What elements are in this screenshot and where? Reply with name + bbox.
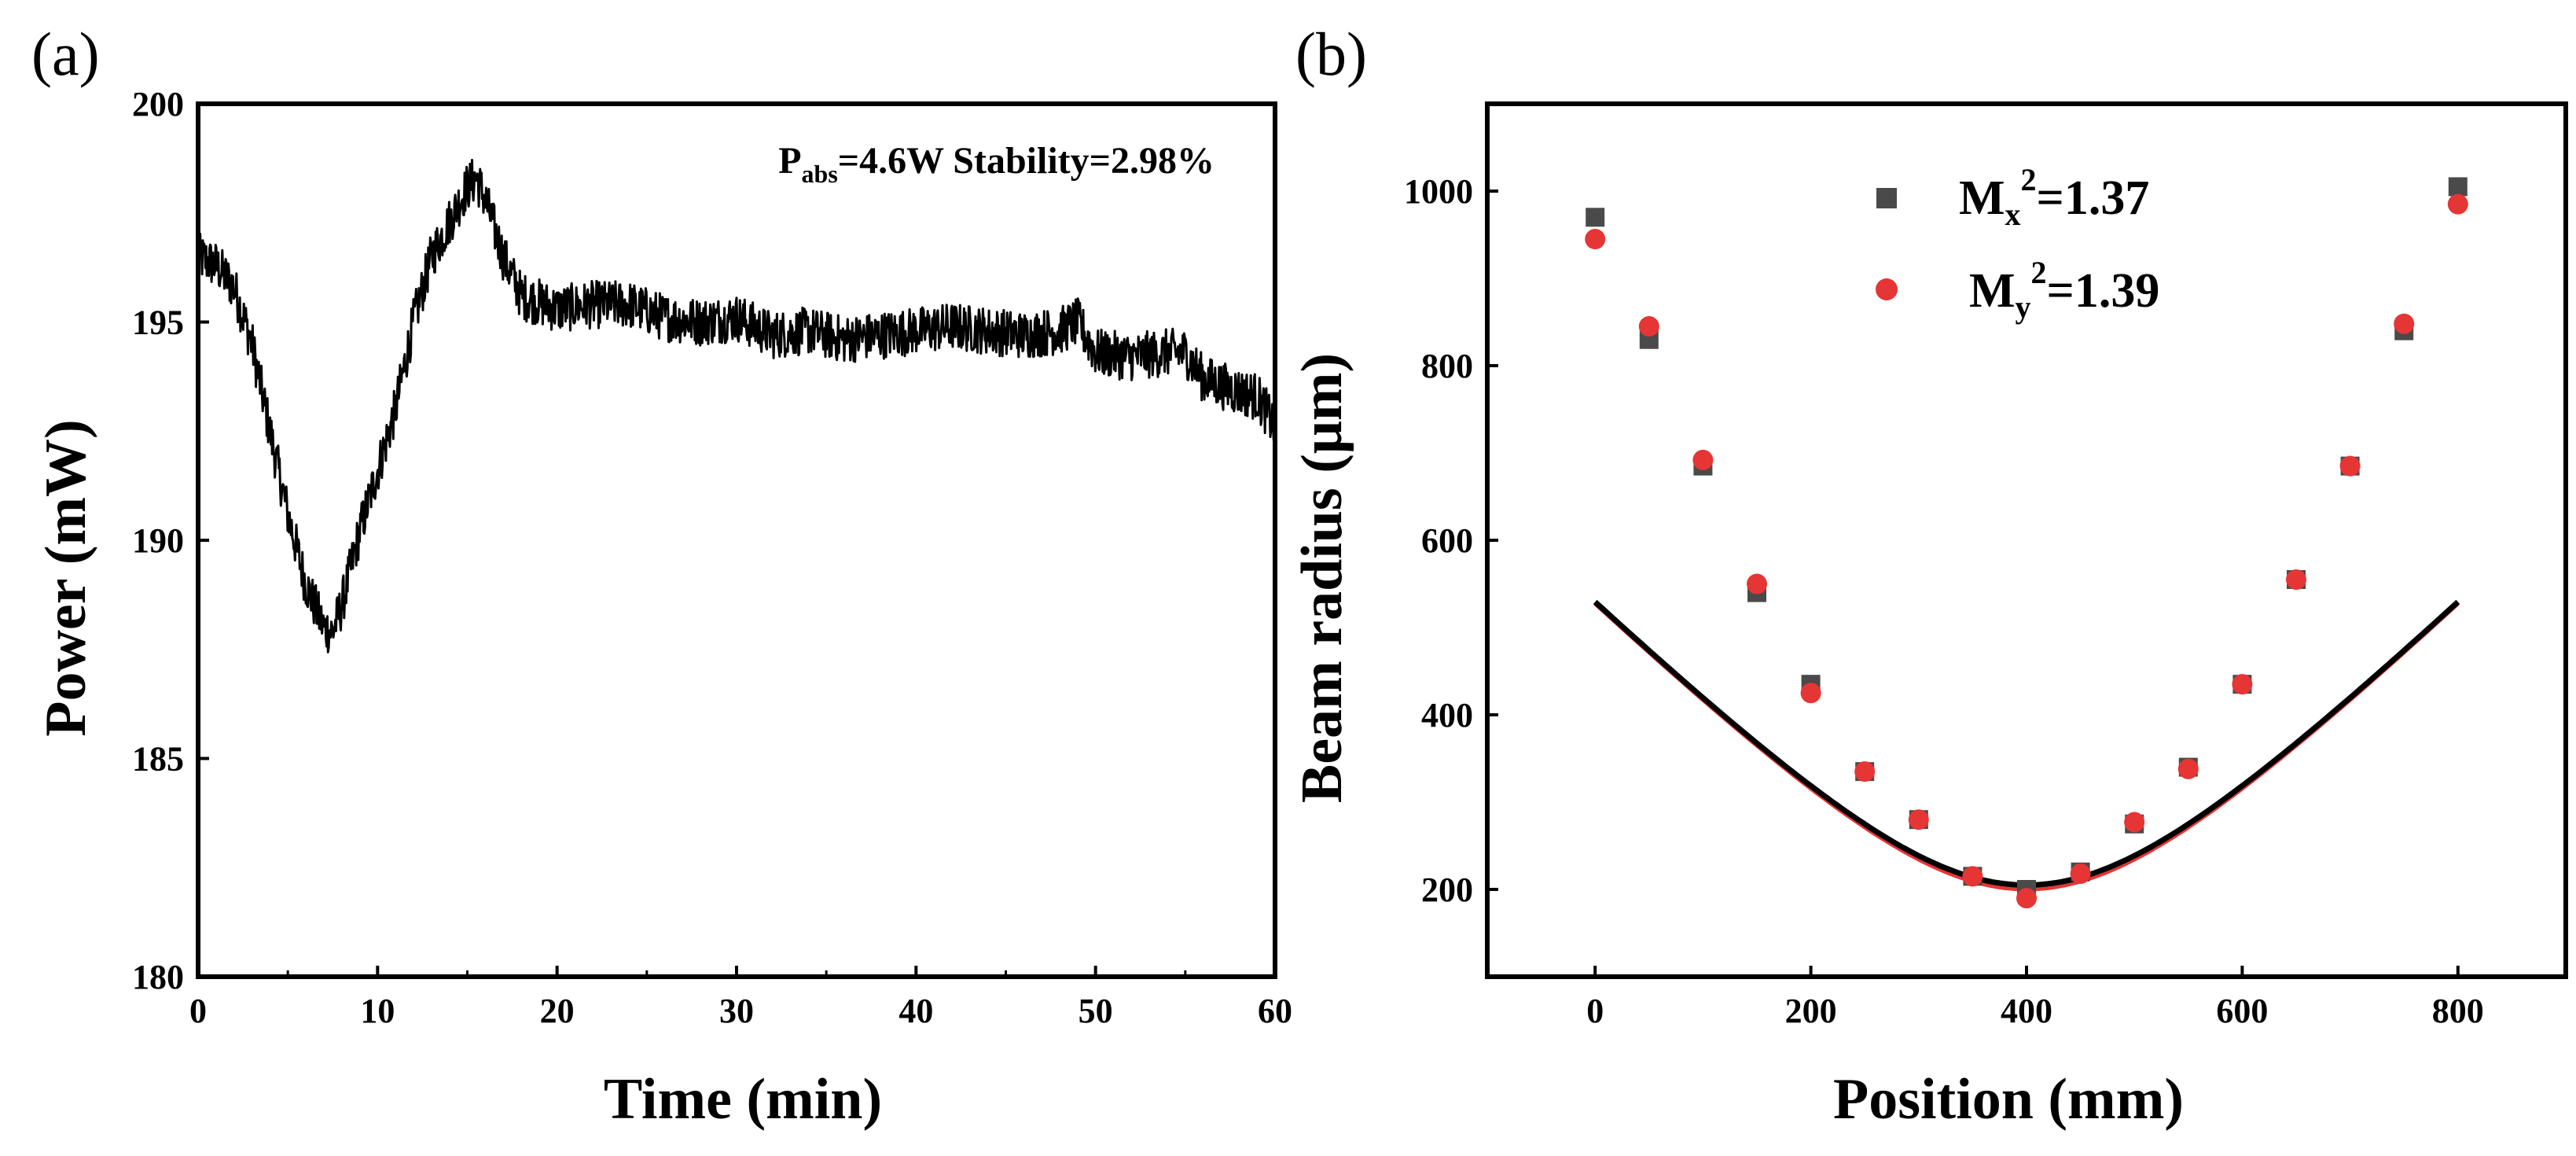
x-tick-label: 50 [1079, 992, 1113, 1030]
data-point-my [2124, 812, 2145, 833]
annotation-prefix: P [778, 140, 801, 182]
y-axis-title: Power (mW) [34, 419, 98, 736]
panel-b-letter: (b) [1295, 20, 1367, 88]
y-tick-label: 180 [132, 958, 184, 996]
data-point-my [2339, 455, 2361, 477]
data-point-mx [1586, 208, 1605, 227]
x-tick-label: 200 [1785, 992, 1837, 1030]
panel-b-ticks: 0 200 400 600 800 200 400 600 800 1000 [1404, 172, 2484, 1030]
panel-a-letter: (a) [31, 20, 100, 88]
data-point-my [1585, 229, 1606, 250]
y-tick-label: 200 [132, 85, 184, 123]
annotation-rest: =4.6W Stability=2.98% [838, 140, 1215, 182]
x-tick-label: 40 [898, 992, 933, 1030]
x-tick-label: 10 [360, 992, 395, 1030]
y-tick-label: 800 [1421, 347, 1473, 385]
data-point-my [1962, 866, 1983, 887]
data-point-my [1692, 449, 1714, 470]
data-point-my [1854, 761, 1876, 782]
data-point-my [2394, 313, 2415, 334]
annotation-subscript: abs [802, 160, 838, 188]
y-tick-label: 185 [132, 740, 184, 779]
y-tick-label: 1000 [1404, 172, 1473, 211]
power-series [197, 159, 1277, 653]
y-tick-label: 400 [1421, 696, 1473, 734]
legend-marker-my [1876, 278, 1898, 300]
x-tick-label: 400 [2001, 992, 2052, 1030]
y-tick-label: 600 [1421, 521, 1473, 560]
x-tick-label: 600 [2216, 992, 2268, 1030]
data-point-my [1908, 809, 1929, 830]
panel-b-plot-frame [1485, 101, 2568, 979]
data-point-mx [2448, 177, 2468, 197]
legend-marker-mx [1876, 188, 1897, 208]
legend-label-my: My2=1.39 [1969, 255, 2159, 325]
fit-curve-my [1593, 602, 2460, 892]
legend-label-mx: Mx2=1.37 [1959, 162, 2149, 232]
x-tick-label: 20 [540, 992, 575, 1030]
x-tick-label: 0 [1586, 992, 1604, 1030]
legend: Mx2=1.37 My2=1.39 [1876, 162, 2159, 325]
y-tick-label: 195 [132, 304, 184, 342]
x-axis-title: Time (min) [604, 1067, 882, 1132]
data-point-my [2286, 569, 2306, 590]
power-trace [197, 159, 1277, 653]
y-tick-label: 190 [132, 521, 184, 560]
panel-b: (b) Position (mm) Beam radius (μm) Mx2=1… [1290, 20, 2568, 1132]
x-tick-label: 800 [2432, 992, 2484, 1030]
scatter-series [1585, 177, 2468, 909]
data-point-my [2447, 193, 2468, 215]
y-axis-title: Beam radius (μm) [1290, 353, 1354, 803]
panel-a: (a) Pabs=4.6W Stability=2.98% Time (min)… [31, 20, 1292, 1132]
panel-a-plot-frame [196, 101, 1277, 979]
data-point-my [2232, 674, 2253, 695]
stability-annotation: Pabs=4.6W Stability=2.98% [778, 140, 1215, 188]
data-point-my [1747, 573, 1767, 595]
fit-curve-mx [1593, 599, 2460, 889]
x-tick-label: 60 [1258, 992, 1292, 1030]
data-point-my [2016, 888, 2037, 909]
data-point-my [2070, 863, 2091, 885]
x-tick-label: 30 [719, 992, 754, 1030]
data-point-my [2177, 758, 2199, 779]
x-axis-title: Position (mm) [1833, 1067, 2184, 1132]
panel-a-ticks: 0 10 20 30 40 50 60 180 185 190 195 200 [132, 85, 1292, 1030]
x-tick-label: 0 [189, 992, 207, 1030]
y-tick-label: 200 [1421, 871, 1473, 909]
data-point-my [1638, 316, 1659, 337]
data-point-my [1800, 683, 1821, 704]
